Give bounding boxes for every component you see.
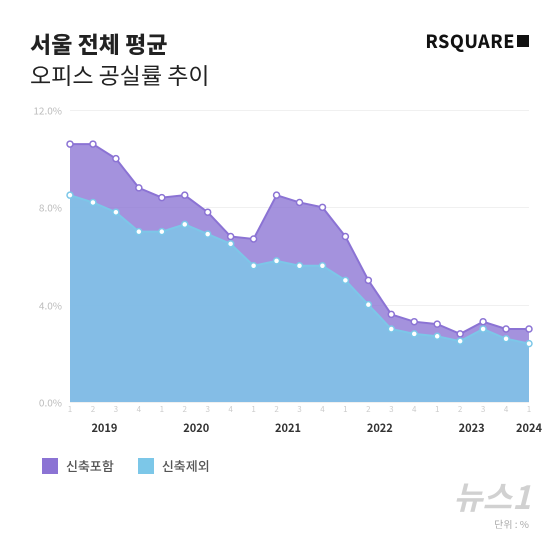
y-tick-label: 8.0% bbox=[39, 200, 62, 215]
data-point bbox=[342, 277, 348, 283]
data-point bbox=[136, 185, 142, 191]
brand-square-icon bbox=[517, 35, 529, 47]
data-point bbox=[228, 234, 234, 240]
data-point bbox=[251, 236, 257, 242]
chart-svg bbox=[70, 110, 529, 402]
data-point bbox=[319, 263, 325, 269]
legend-label: 신축제외 bbox=[162, 456, 210, 475]
legend: 신축포함 신축제외 bbox=[30, 456, 529, 475]
x-quarter-label: 3 bbox=[205, 404, 209, 415]
data-point bbox=[251, 263, 257, 269]
data-point bbox=[159, 229, 165, 235]
x-year-label: 2021 bbox=[275, 420, 301, 436]
x-year-label: 2023 bbox=[459, 420, 485, 436]
data-point bbox=[480, 319, 486, 325]
data-point bbox=[365, 277, 371, 283]
y-axis: 0.0%4.0%8.0%12.0% bbox=[30, 110, 70, 402]
data-point bbox=[113, 209, 119, 215]
brand-logo: RSQUARE bbox=[425, 28, 529, 54]
x-quarter-label: 1 bbox=[435, 404, 439, 415]
data-point bbox=[526, 326, 532, 332]
x-quarter-label: 3 bbox=[114, 404, 118, 415]
data-point bbox=[274, 258, 280, 264]
chart-card: 서울 전체 평균 오피스 공실률 추이 RSQUARE 0.0% 4.0% 8.0%… bbox=[0, 0, 559, 559]
data-point bbox=[411, 319, 417, 325]
title-primary: 서울 전체 평균 bbox=[30, 28, 210, 59]
y-tick-label: 12.0% bbox=[33, 103, 62, 118]
data-point bbox=[205, 231, 211, 237]
data-point bbox=[457, 331, 463, 337]
x-year-label: 2020 bbox=[183, 420, 209, 436]
x-quarter-label: 3 bbox=[481, 404, 485, 415]
x-quarter-label: 1 bbox=[527, 404, 531, 415]
x-quarter-label: 2 bbox=[91, 404, 95, 415]
data-point bbox=[67, 192, 73, 198]
data-point bbox=[182, 221, 188, 227]
x-quarter-label: 1 bbox=[160, 404, 164, 415]
title-block: 서울 전체 평균 오피스 공실률 추이 bbox=[30, 28, 210, 90]
x-quarter-label: 4 bbox=[412, 404, 416, 415]
legend-item: 신축제외 bbox=[138, 456, 210, 475]
x-quarter-label: 4 bbox=[228, 404, 232, 415]
title-secondary: 오피스 공실률 추이 bbox=[30, 59, 210, 90]
chart-area: 0.0%4.0%8.0%12.0% 1234201912342020123420… bbox=[30, 110, 529, 440]
brand-text: RSQUARE bbox=[425, 28, 515, 54]
unit-label: 단위 : % bbox=[494, 516, 529, 531]
data-point bbox=[67, 141, 73, 147]
data-point bbox=[503, 336, 509, 342]
x-quarter-label: 3 bbox=[389, 404, 393, 415]
y-tick-label: 0.0% bbox=[39, 395, 62, 410]
data-point bbox=[342, 234, 348, 240]
data-point bbox=[90, 200, 96, 206]
data-point bbox=[503, 326, 509, 332]
data-point bbox=[136, 229, 142, 235]
data-point bbox=[297, 200, 303, 206]
data-point bbox=[205, 209, 211, 215]
data-point bbox=[388, 311, 394, 317]
data-point bbox=[434, 321, 440, 327]
x-quarter-label: 2 bbox=[366, 404, 370, 415]
x-quarter-label: 1 bbox=[343, 404, 347, 415]
data-point bbox=[388, 326, 394, 332]
data-point bbox=[319, 204, 325, 210]
x-year-label: 2024 bbox=[516, 420, 542, 436]
data-point bbox=[113, 156, 119, 162]
data-point bbox=[411, 331, 417, 337]
data-point bbox=[182, 192, 188, 198]
data-point bbox=[480, 326, 486, 332]
data-point bbox=[297, 263, 303, 269]
x-quarter-label: 3 bbox=[297, 404, 301, 415]
legend-item: 신축포함 bbox=[42, 456, 114, 475]
legend-swatch bbox=[138, 458, 154, 474]
legend-swatch bbox=[42, 458, 58, 474]
data-point bbox=[228, 241, 234, 247]
data-point bbox=[274, 192, 280, 198]
data-point bbox=[365, 302, 371, 308]
data-point bbox=[526, 341, 532, 347]
header: 서울 전체 평균 오피스 공실률 추이 RSQUARE bbox=[30, 28, 529, 90]
data-point bbox=[90, 141, 96, 147]
data-point bbox=[159, 195, 165, 201]
x-quarter-label: 1 bbox=[251, 404, 255, 415]
x-quarter-label: 4 bbox=[504, 404, 508, 415]
data-point bbox=[457, 338, 463, 344]
x-axis: 1 2 3 4 2019 1 2 3 4 2020 1 2 3 4 2021 1 2 3 4 2022 1 2 3 4 2023… bbox=[70, 402, 529, 440]
x-quarter-label: 2 bbox=[458, 404, 462, 415]
x-quarter-label: 4 bbox=[137, 404, 141, 415]
x-year-label: 2022 bbox=[367, 420, 393, 436]
x-year-label: 2019 bbox=[91, 420, 117, 436]
x-quarter-label: 4 bbox=[320, 404, 324, 415]
x-quarter-label: 2 bbox=[274, 404, 278, 415]
data-point bbox=[434, 333, 440, 339]
x-quarter-label: 1 bbox=[68, 404, 72, 415]
x-quarter-label: 2 bbox=[183, 404, 187, 415]
y-tick-label: 4.0% bbox=[39, 297, 62, 312]
legend-label: 신축포함 bbox=[66, 456, 114, 475]
